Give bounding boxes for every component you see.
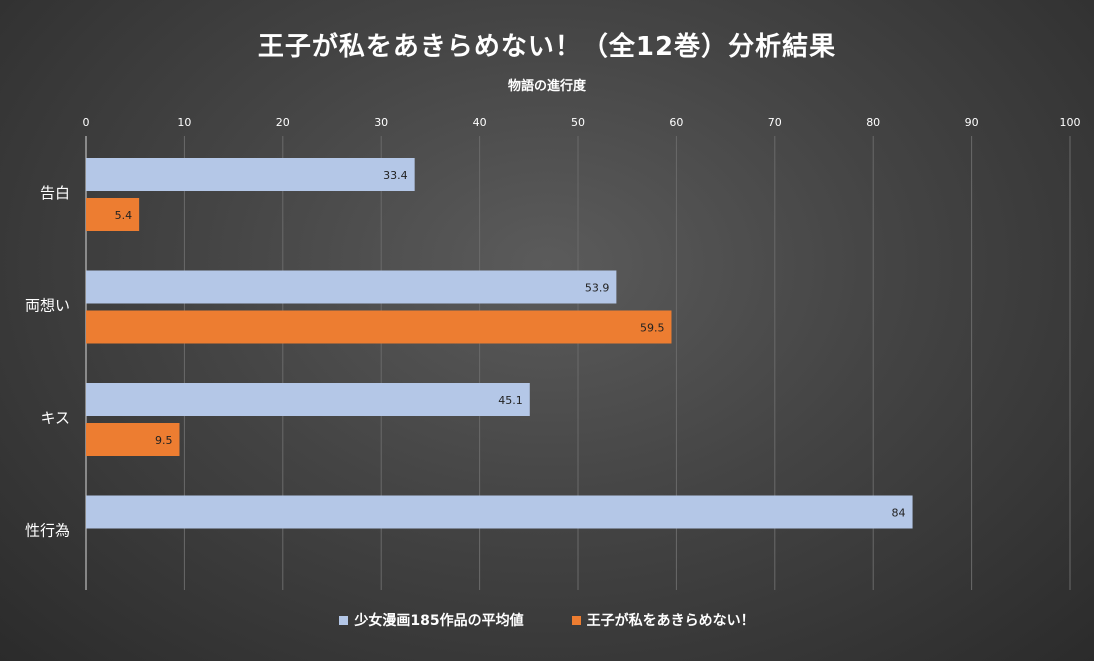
category-label: キス (40, 409, 70, 427)
x-tick-label: 60 (669, 116, 683, 129)
x-tick-label: 90 (965, 116, 979, 129)
bar (86, 383, 530, 416)
chart-title: 王子が私をあきらめない！（全12巻）分析結果 (257, 32, 837, 62)
x-axis-title: 物語の進行度 (507, 79, 586, 94)
category-label: 両想い (25, 297, 70, 315)
data-label: 59.5 (640, 322, 665, 335)
bar (86, 495, 913, 529)
x-tick-label: 70 (768, 116, 782, 129)
data-label: 33.4 (383, 169, 408, 182)
bar (86, 270, 617, 304)
legend-label-this-work: 王子が私をあきらめない！ (586, 613, 755, 629)
category-label: 性行為 (25, 522, 70, 540)
legend-item-this-work: 王子が私をあきらめない！ (571, 610, 755, 630)
bar (86, 198, 140, 231)
x-tick-label: 30 (374, 116, 388, 129)
legend-label-average: 少女漫画185作品の平均値 (354, 613, 524, 629)
x-tick-label: 40 (473, 116, 487, 129)
data-label: 84 (892, 507, 906, 520)
legend-swatch-average (339, 615, 349, 625)
legend: 少女漫画185作品の平均値 王子が私をあきらめない！ (0, 610, 1094, 630)
data-label: 53.9 (585, 282, 610, 295)
data-label: 45.1 (498, 394, 523, 407)
x-tick-label: 10 (177, 116, 191, 129)
bar (86, 158, 415, 191)
bar (86, 310, 672, 344)
x-tick-label: 100 (1060, 116, 1081, 129)
legend-item-average: 少女漫画185作品の平均値 (339, 610, 524, 630)
data-label: 5.4 (115, 209, 133, 222)
x-tick-label: 80 (866, 116, 880, 129)
x-tick-label: 20 (276, 116, 290, 129)
bar (86, 423, 180, 456)
legend-swatch-this-work (571, 615, 581, 625)
x-tick-label: 0 (83, 116, 90, 129)
category-label: 告白 (40, 184, 70, 202)
x-tick-label: 50 (571, 116, 585, 129)
data-label: 9.5 (155, 434, 173, 447)
